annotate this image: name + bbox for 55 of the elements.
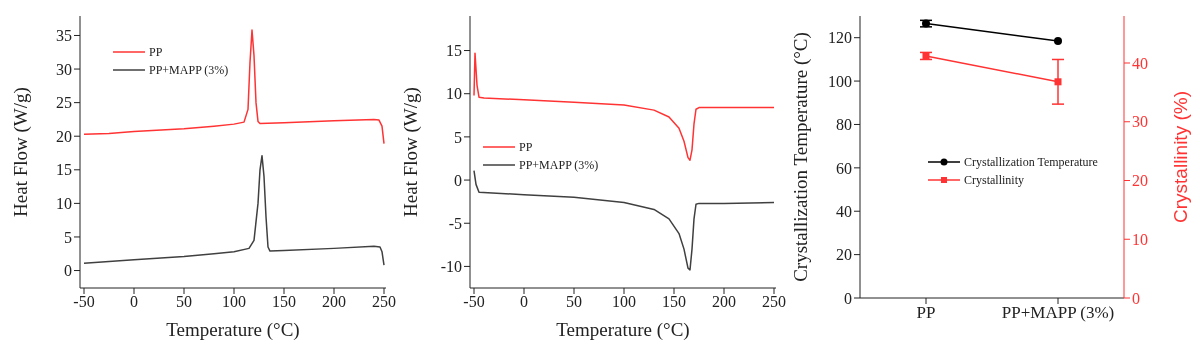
y-tick-label: 15 [56, 161, 72, 179]
x-axis-title: Temperature (°C) [166, 319, 300, 341]
y2-tick-label: 20 [1132, 172, 1148, 190]
legend-label: PP [519, 139, 533, 156]
x-tick-label: 100 [222, 293, 246, 311]
x-tick-label: 200 [712, 293, 736, 311]
x-tick-label: 50 [566, 293, 582, 311]
y-tick-label: 100 [828, 72, 852, 90]
y-axis-title: Heat Flow (W/g) [399, 87, 422, 217]
y-tick-label: -5 [448, 214, 462, 232]
y-tick-label: 25 [56, 94, 72, 112]
y-tick-label: 120 [828, 29, 852, 47]
line-series [83, 29, 385, 145]
legend-label: Crystallinity [964, 172, 1024, 189]
y2-axis-title: Crystallinity (%) [1169, 91, 1191, 223]
x-tick-label: 200 [322, 293, 346, 311]
y-tick-label: 5 [64, 228, 72, 246]
y-tick-label: 15 [446, 42, 462, 60]
x-tick-label: PP+MAPP (3%) [1001, 303, 1115, 323]
y-tick-label: 80 [836, 116, 852, 134]
line-series [473, 52, 775, 161]
y-tick-label: 35 [56, 27, 72, 45]
x-tick-label: 250 [372, 293, 396, 311]
x-tick-label: PP [916, 303, 936, 323]
legend-label: PP+MAPP (3%) [519, 157, 599, 174]
y-tick-label: 10 [446, 85, 462, 103]
line-series [83, 154, 385, 266]
x-tick-label: 150 [272, 293, 296, 311]
x-tick-label: 0 [520, 293, 528, 311]
y-tick-label: 20 [56, 127, 72, 145]
x-tick-label: 50 [176, 293, 192, 311]
legend-label: Crystallization Temperature [964, 154, 1098, 171]
y-tick-label: 5 [454, 128, 462, 146]
x-tick-label: -50 [73, 293, 95, 311]
x-tick-label: 100 [612, 293, 636, 311]
y2-tick-label: 10 [1132, 230, 1148, 248]
y-tick-label: 20 [836, 246, 852, 264]
legend-label: PP [149, 44, 163, 61]
y-tick-label: 0 [454, 171, 462, 189]
y-axis-title: Crystallization Temperature (°C) [789, 32, 812, 282]
x-axis-title: Temperature (°C) [556, 319, 690, 341]
y2-tick-label: 30 [1132, 113, 1148, 131]
y-axis-title: Heat Flow (W/g) [9, 87, 32, 217]
y-tick-label: 60 [836, 159, 852, 177]
y-tick-label: -10 [440, 258, 462, 276]
y-tick-label: 40 [836, 202, 852, 220]
x-tick-label: 150 [662, 293, 686, 311]
legend-label: PP+MAPP (3%) [149, 62, 229, 79]
y-tick-label: 10 [56, 195, 72, 213]
y-tick-label: 0 [64, 262, 72, 280]
x-tick-label: -50 [463, 293, 485, 311]
x-tick-label: 0 [130, 293, 138, 311]
y-tick-label: 30 [56, 60, 72, 78]
x-tick-label: 250 [762, 293, 786, 311]
y2-tick-label: 40 [1132, 54, 1148, 72]
